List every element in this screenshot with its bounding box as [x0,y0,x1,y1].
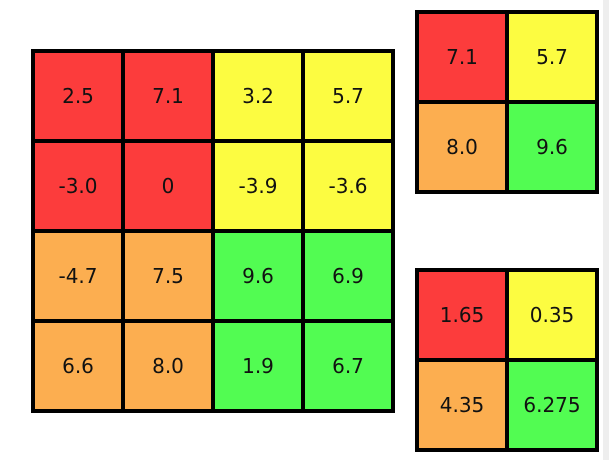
input-grid-cell: 6.9 [305,233,391,319]
input-grid-cell: 9.6 [215,233,301,319]
input-grid-cell: 2.5 [35,53,121,139]
avg-pool-grid: 1.65 0.35 4.35 6.275 [415,268,599,452]
input-grid-cell: 6.6 [35,323,121,409]
max-pool-grid-cell: 8.0 [419,104,505,190]
input-grid-cell: 1.9 [215,323,301,409]
input-grid-cell: 0 [125,143,211,229]
input-grid-cell: -4.7 [35,233,121,319]
right-edge-strip [603,0,609,460]
max-pool-grid-cell: 7.1 [419,14,505,100]
input-grid-cell: -3.9 [215,143,301,229]
max-pool-grid-cell: 5.7 [509,14,595,100]
input-grid-cell: 7.5 [125,233,211,319]
avg-pool-grid-cell: 6.275 [509,362,595,448]
avg-pool-grid-cell: 4.35 [419,362,505,448]
input-grid-cell: 7.1 [125,53,211,139]
input-grid-cell: -3.0 [35,143,121,229]
max-pool-grid: 7.1 5.7 8.0 9.6 [415,10,599,194]
avg-pool-grid-cell: 0.35 [509,272,595,358]
input-grid-cell: 5.7 [305,53,391,139]
input-grid-cell: 3.2 [215,53,301,139]
input-grid-cell: 8.0 [125,323,211,409]
input-grid-cell: -3.6 [305,143,391,229]
input-grid: 2.5 7.1 3.2 5.7 -3.0 0 -3.9 -3.6 -4.7 7.5 9.6 6.9 6.… [31,49,395,413]
input-grid-cell: 6.7 [305,323,391,409]
avg-pool-grid-cell: 1.65 [419,272,505,358]
max-pool-grid-cell: 9.6 [509,104,595,190]
